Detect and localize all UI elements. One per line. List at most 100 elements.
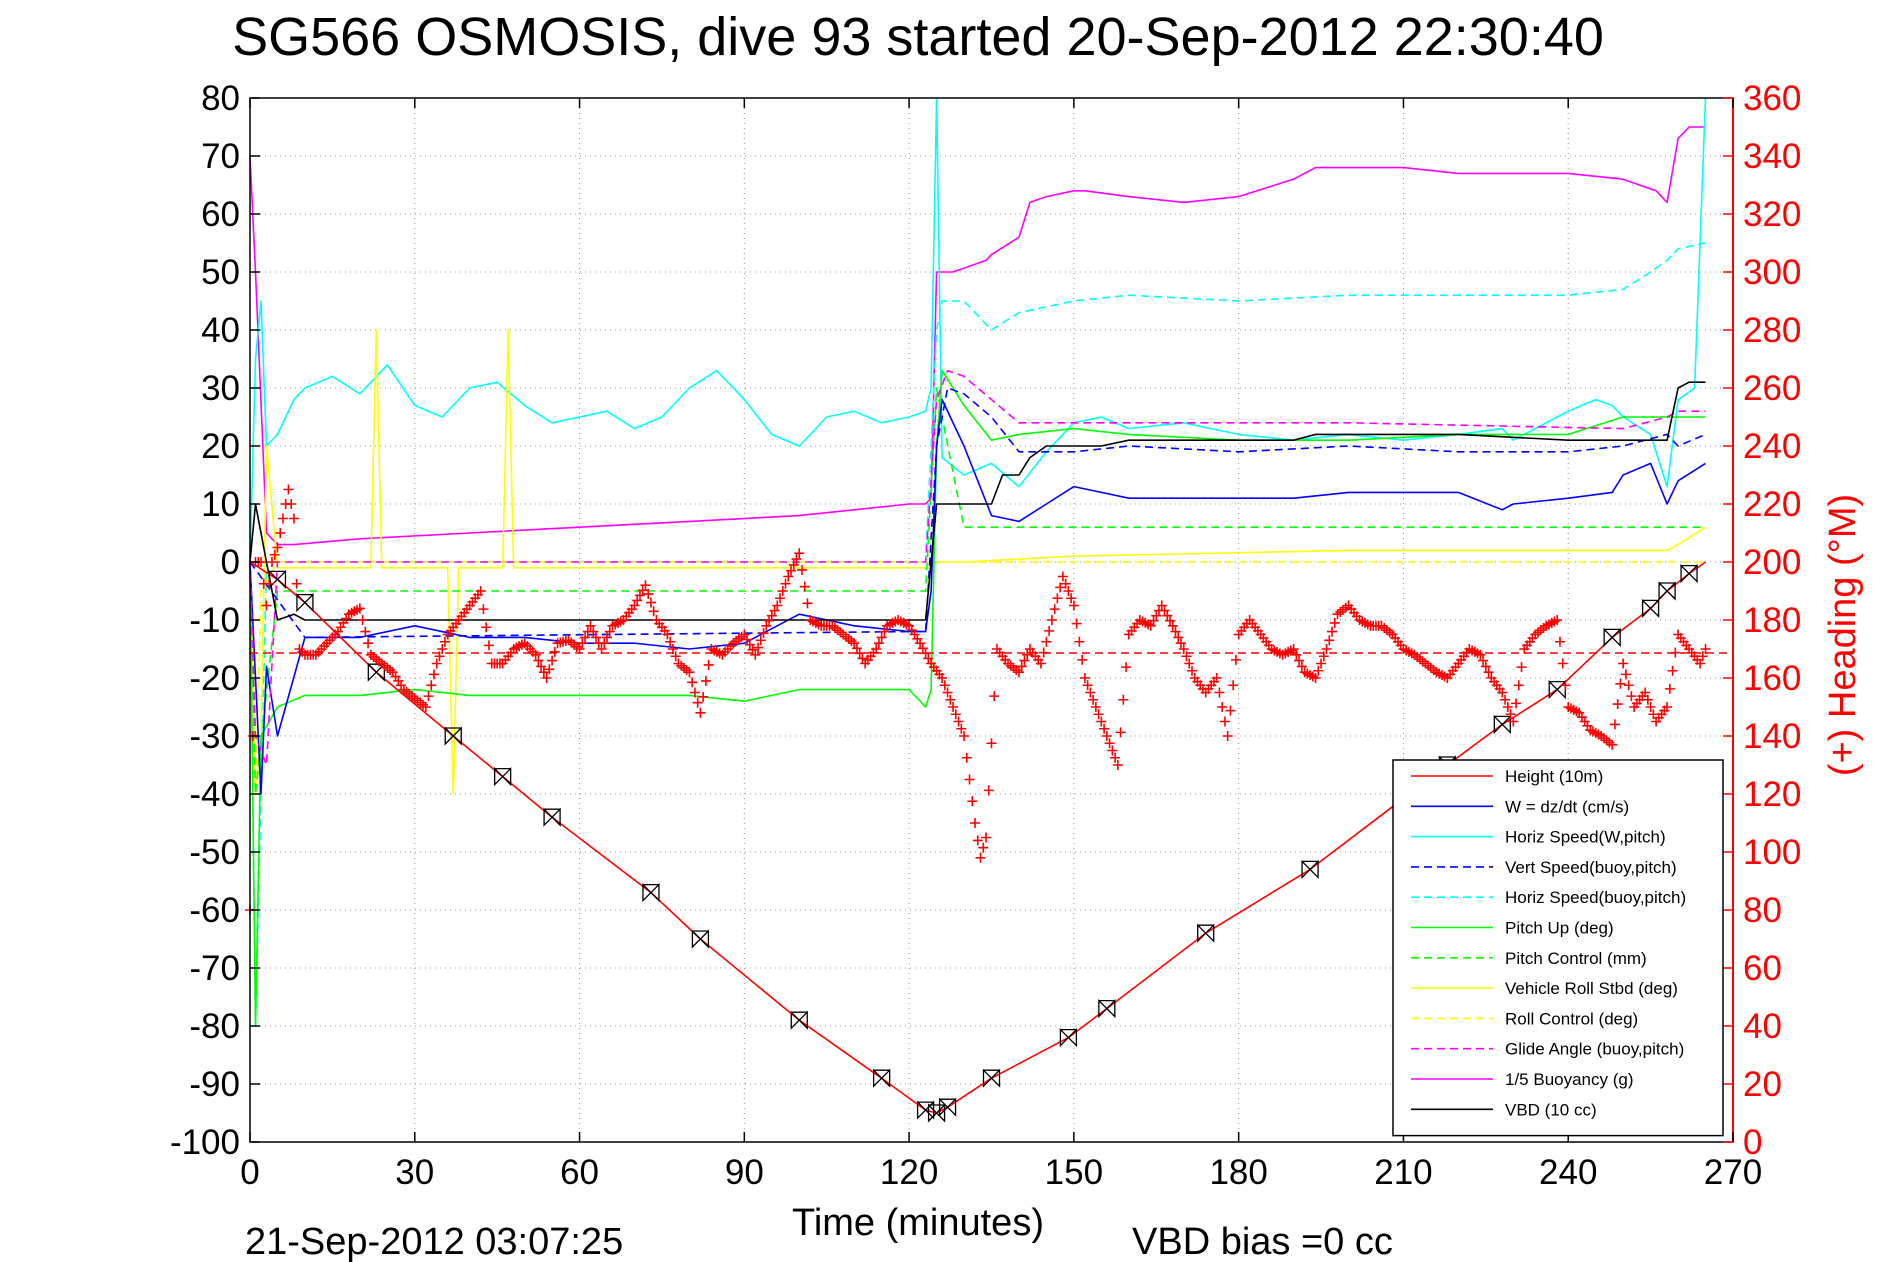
heading-marker xyxy=(1055,582,1066,593)
heading-marker xyxy=(1327,626,1338,637)
heading-marker xyxy=(849,638,860,649)
heading-marker xyxy=(967,796,978,807)
heading-marker xyxy=(1148,615,1159,626)
heading-marker xyxy=(1165,615,1176,626)
heading-marker xyxy=(956,723,967,734)
y-tick-label-left: -40 xyxy=(189,775,240,814)
heading-marker xyxy=(791,554,802,565)
heading-marker xyxy=(750,649,761,660)
y-tick-label-right: 280 xyxy=(1743,311,1801,350)
heading-marker xyxy=(1664,683,1675,694)
heading-marker xyxy=(632,595,643,606)
heading-marker xyxy=(1230,654,1241,665)
heading-marker xyxy=(1478,655,1489,666)
heading-marker xyxy=(917,643,928,654)
heading-marker xyxy=(423,691,434,702)
heading-marker xyxy=(1112,760,1123,770)
heading-marker xyxy=(547,655,558,666)
ticks: 0 30 60 90 120 150 180 210 240 270 80 70 60 50 40 30 20 1… xyxy=(170,79,1801,1192)
heading-marker xyxy=(1642,694,1653,705)
heading-marker xyxy=(1217,702,1228,712)
heading-marker xyxy=(670,651,681,662)
series-line-3 xyxy=(249,387,1706,639)
heading-marker xyxy=(1670,647,1681,658)
heading-marker xyxy=(1066,593,1077,604)
heading-marker xyxy=(1167,620,1178,631)
heading-marker xyxy=(1088,694,1099,705)
heading-marker xyxy=(1607,739,1618,750)
heading-marker xyxy=(1046,615,1057,625)
heading-marker xyxy=(950,709,961,720)
heading-marker xyxy=(777,586,788,596)
heading-marker xyxy=(269,549,280,560)
heading-marker xyxy=(1022,649,1033,660)
y-tick-label-right: 140 xyxy=(1743,717,1801,756)
heading-marker xyxy=(786,565,797,576)
heading-marker xyxy=(643,588,654,599)
heading-marker xyxy=(574,644,585,654)
heading-marker xyxy=(788,559,799,570)
heading-marker xyxy=(1554,636,1565,647)
heading-marker xyxy=(939,680,950,691)
right-axis-label: (+) Heading (°M) xyxy=(1822,494,1864,776)
x-axis-label: Time (minutes) xyxy=(792,1202,1044,1244)
x-tick-label: 120 xyxy=(880,1153,938,1192)
heading-marker xyxy=(1609,719,1620,730)
heading-marker xyxy=(684,667,695,678)
heading-marker xyxy=(1508,716,1519,727)
heading-marker xyxy=(354,603,365,614)
heading-marker xyxy=(876,632,887,643)
heading-marker xyxy=(1480,661,1491,672)
heading-marker xyxy=(277,513,288,524)
heading-marker xyxy=(857,653,868,664)
heading-marker xyxy=(698,691,709,702)
heading-marker xyxy=(588,626,599,637)
heading-marker xyxy=(1085,687,1096,698)
y-tick-label-left: 20 xyxy=(201,427,240,466)
legend-entry: Pitch Control (mm) xyxy=(1505,949,1647,968)
heading-marker xyxy=(420,702,431,712)
heading-marker xyxy=(1181,651,1192,662)
heading-marker xyxy=(1151,610,1162,621)
height-marker xyxy=(494,767,512,787)
heading-marker xyxy=(1513,680,1524,691)
heading-marker xyxy=(799,581,810,592)
heading-marker xyxy=(981,832,992,843)
heading-marker xyxy=(1288,644,1299,654)
heading-marker xyxy=(437,644,448,654)
heading-marker xyxy=(483,640,494,651)
heading-marker xyxy=(604,626,615,637)
heading-marker xyxy=(1211,673,1222,683)
y-tick-label-left: -80 xyxy=(189,1007,240,1046)
legend-box xyxy=(1392,759,1724,1137)
x-tick-label: 30 xyxy=(395,1153,434,1192)
heading-marker xyxy=(1324,635,1335,646)
x-tick-label: 90 xyxy=(725,1153,764,1192)
heading-marker xyxy=(1222,731,1233,741)
heading-marker xyxy=(662,629,673,640)
heading-marker xyxy=(1626,691,1637,702)
heading-marker xyxy=(1318,651,1329,662)
height-marker xyxy=(1098,999,1116,1019)
heading-marker xyxy=(1060,578,1071,589)
y-tick-label-right: 220 xyxy=(1743,485,1801,524)
height-marker xyxy=(1680,564,1698,584)
y-tick-label-right: 20 xyxy=(1743,1065,1782,1104)
heading-marker xyxy=(1219,716,1230,727)
heading-marker xyxy=(478,604,489,615)
y-tick-label-right: 120 xyxy=(1743,775,1801,814)
heading-marker xyxy=(766,610,777,621)
heading-marker xyxy=(700,675,711,686)
height-marker xyxy=(982,1068,1001,1088)
heading-marker xyxy=(703,659,714,670)
heading-marker xyxy=(580,632,591,643)
heading-marker xyxy=(983,785,994,796)
heading-marker xyxy=(1316,658,1327,669)
heading-marker xyxy=(1296,661,1307,672)
heading-marker xyxy=(1186,665,1197,676)
heading-marker xyxy=(1291,649,1302,660)
y-tick-label-left: -70 xyxy=(189,949,240,988)
heading-marker xyxy=(989,691,1000,702)
heading-marker xyxy=(744,639,755,650)
heading-marker xyxy=(1505,709,1516,720)
